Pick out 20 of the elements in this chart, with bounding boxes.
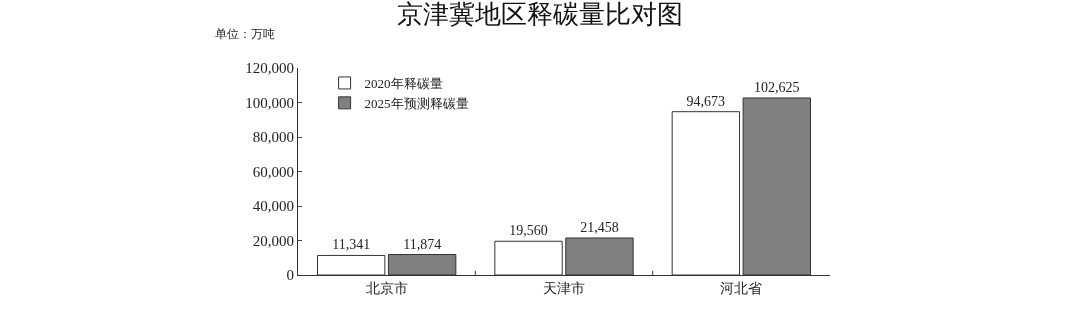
y-tick-label: 40,000 bbox=[252, 198, 294, 215]
data-label: 11,341 bbox=[332, 237, 371, 253]
x-tick-label: 北京市 bbox=[365, 280, 408, 296]
y-tick-label: 120,000 bbox=[245, 60, 294, 77]
legend-label: 2025年预测释碳量 bbox=[364, 95, 469, 111]
chart-title: 京津冀地区释碳量比对图 bbox=[397, 0, 683, 30]
text: 单位：万吨 bbox=[215, 27, 275, 41]
data-label: 94,673 bbox=[686, 93, 726, 109]
x-tick-label: 天津市 bbox=[543, 280, 585, 296]
data-label: 21,458 bbox=[580, 219, 619, 235]
data-label: 19,560 bbox=[509, 223, 548, 239]
y-tick-label: 80,000 bbox=[252, 129, 294, 146]
legend-label: 2020年释碳量 bbox=[364, 76, 443, 92]
y-tick-label: 60,000 bbox=[252, 163, 294, 180]
y-tick-label: 100,000 bbox=[245, 94, 294, 111]
data-label: 11,874 bbox=[403, 236, 442, 252]
y-tick-label: 0 bbox=[286, 267, 294, 284]
data-label: 102,625 bbox=[754, 79, 800, 95]
x-tick-label: 河北省 bbox=[720, 280, 763, 296]
y-tick-label: 20,000 bbox=[252, 232, 294, 249]
